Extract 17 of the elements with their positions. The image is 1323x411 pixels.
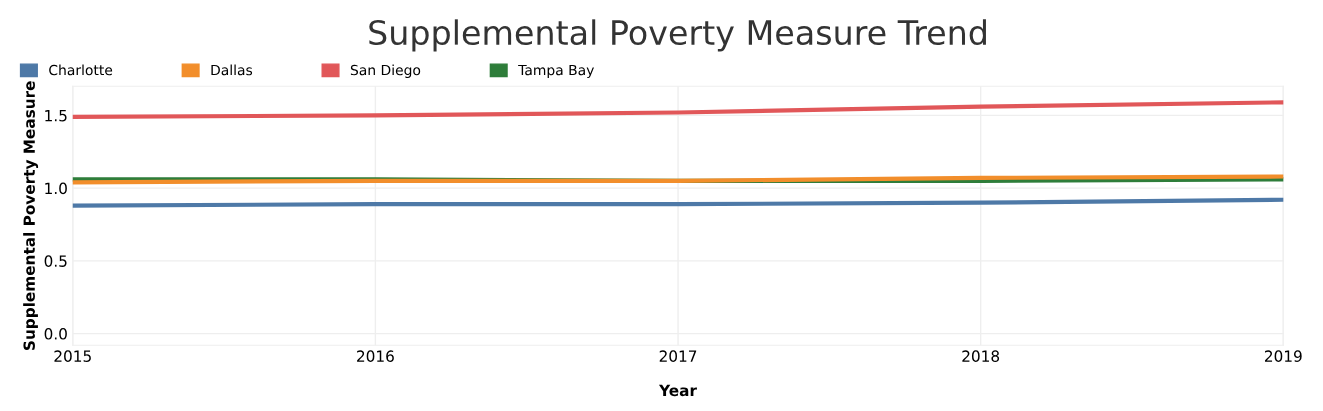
x-tick-label: 2018	[962, 350, 1000, 362]
line-series	[72, 100, 1284, 119]
y-tick-label: 0.0	[44, 328, 67, 340]
x-axis-title: Year	[658, 384, 697, 397]
legend-label: San Diego	[350, 64, 421, 78]
legend-label: Charlotte	[49, 64, 113, 76]
x-tick-label: 2019	[1264, 350, 1302, 362]
x-tick-label: 2017	[659, 350, 697, 362]
x-tick-label: 2016	[357, 350, 394, 362]
y-tick-label: 1.0	[45, 182, 67, 195]
y-tick-label: 1.5	[45, 110, 67, 122]
y-axis-title: Supplemental Poverty Measure	[23, 81, 39, 350]
chart-title: Supplemental Poverty Measure Trend	[369, 19, 986, 52]
x-tick-label: 2015	[54, 350, 91, 362]
legend-label: Tampa Bay	[518, 64, 594, 78]
y-tick-label: 0.5	[44, 255, 67, 267]
legend-label: Dallas	[211, 64, 253, 76]
